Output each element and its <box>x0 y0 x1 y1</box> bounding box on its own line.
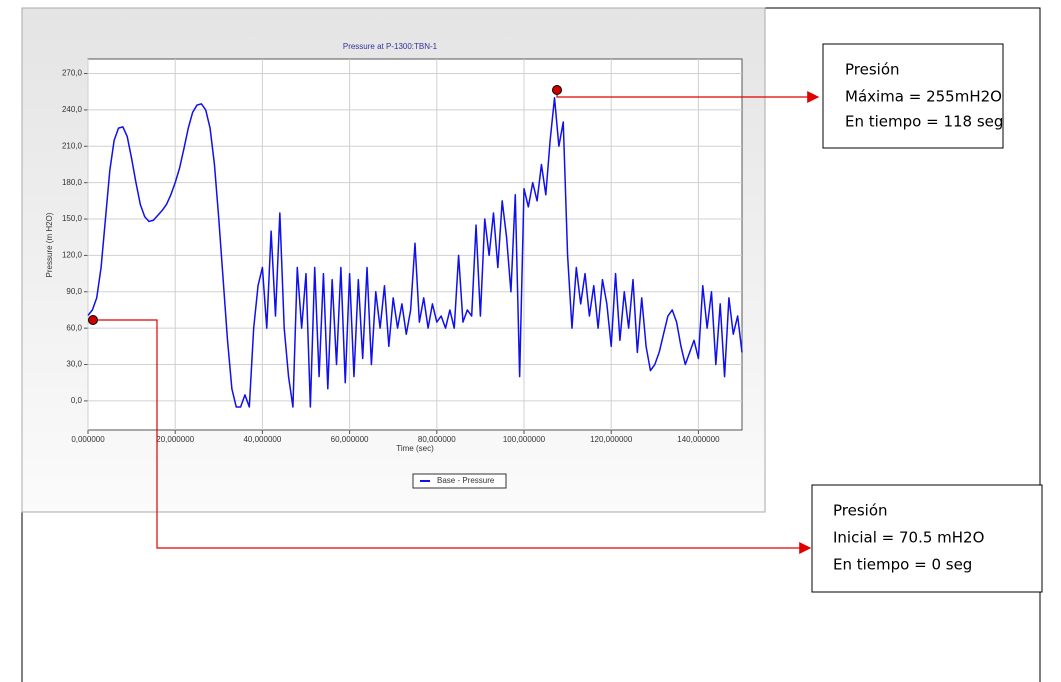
x-tick-label: 0,000000 <box>71 435 105 444</box>
marker-dot <box>88 315 98 325</box>
y-tick-label: 150,0 <box>62 214 83 223</box>
line-series <box>87 97 743 408</box>
x-tick-label: 120,000000 <box>590 435 633 444</box>
y-tick-label: 0,0 <box>71 396 83 405</box>
marker-dot <box>552 85 562 95</box>
annotation-text: Inicial = 70.5 mH2O <box>833 529 984 547</box>
x-axis-label: Time (sec) <box>396 444 434 453</box>
annotation-box <box>811 484 1043 593</box>
arrow <box>93 319 812 554</box>
x-tick-label: 100,000000 <box>503 435 546 444</box>
plot <box>87 97 743 408</box>
y-tick-label: 120,0 <box>62 251 83 260</box>
x-tick-label: 20,000000 <box>156 435 194 444</box>
legend-label: Base - Pressure <box>437 476 495 485</box>
annotation-text: En tiempo = 0 seg <box>833 556 972 574</box>
y-tick-label: 60,0 <box>66 323 82 332</box>
chart-title: Pressure at P-1300:TBN-1 <box>343 42 438 51</box>
y-tick-label: 30,0 <box>66 360 82 369</box>
annotation-text: Presión <box>845 61 900 79</box>
annotation-text: Máxima = 255mH2O <box>845 88 1002 106</box>
y-tick-label: 270,0 <box>62 69 83 78</box>
y-tick-label: 210,0 <box>62 141 83 150</box>
annotation-box <box>822 43 1004 149</box>
x-tick-label: 140,000000 <box>677 435 720 444</box>
x-tick-label: 60,000000 <box>331 435 369 444</box>
legend <box>412 473 507 489</box>
y-axis-label: Pressure (m H2O) <box>45 212 54 277</box>
x-tick-label: 80,000000 <box>418 435 456 444</box>
annotation-text: Presión <box>833 502 888 520</box>
y-tick-label: 240,0 <box>62 105 83 114</box>
y-tick-label: 90,0 <box>66 287 82 296</box>
annotation-text: En tiempo = 118 seg <box>845 113 1003 131</box>
y-tick-label: 180,0 <box>62 178 83 187</box>
x-tick-label: 40,000000 <box>243 435 281 444</box>
